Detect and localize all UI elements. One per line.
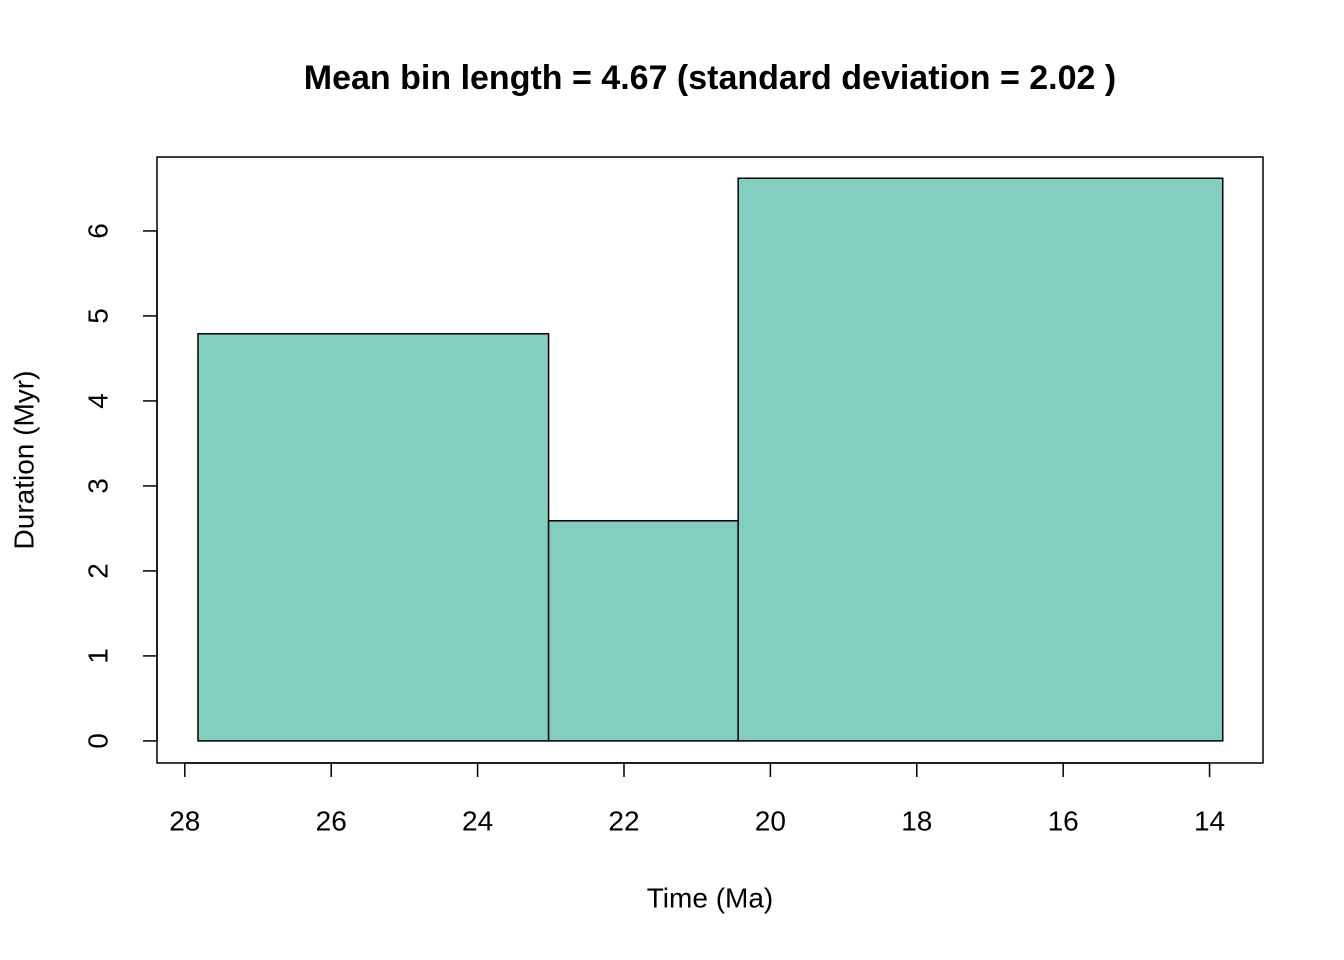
x-tick-label: 18 [901, 805, 932, 836]
bar [547, 520, 739, 742]
x-tick-label: 26 [316, 805, 347, 836]
y-tick-label: 4 [82, 393, 113, 409]
x-tick-label: 16 [1048, 805, 1079, 836]
bar [197, 333, 550, 742]
y-tick-label: 1 [82, 648, 113, 664]
x-tick-label: 24 [462, 805, 493, 836]
x-tick-label: 22 [608, 805, 639, 836]
chart-title: Mean bin length = 4.67 (standard deviati… [304, 59, 1116, 97]
y-tick-label: 2 [82, 563, 113, 579]
y-tick-label: 0 [82, 733, 113, 749]
y-tick-label: 3 [82, 478, 113, 494]
x-tick-label: 20 [755, 805, 786, 836]
bar [737, 177, 1224, 742]
y-tick-label: 6 [82, 223, 113, 239]
y-axis-label: Duration (Myr) [8, 371, 39, 550]
y-tick-label: 5 [82, 308, 113, 324]
x-axis-label: Time (Ma) [647, 882, 774, 913]
x-tick-label: 14 [1194, 805, 1225, 836]
x-tick-label: 28 [169, 805, 200, 836]
